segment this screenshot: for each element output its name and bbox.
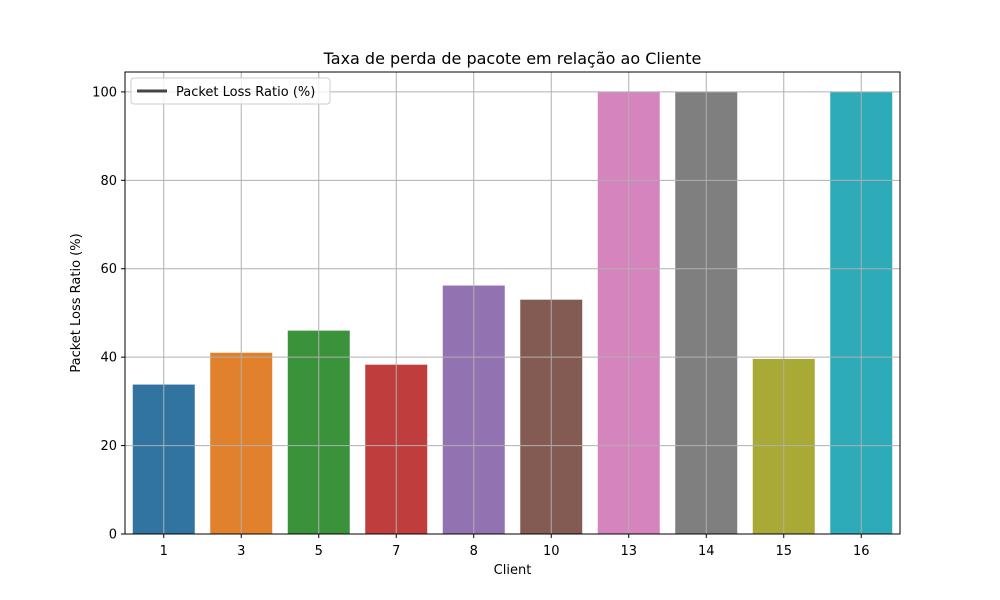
y-tick-label: 0 [109, 528, 117, 543]
x-tick-label: 10 [543, 544, 560, 559]
x-tick-label: 16 [853, 544, 870, 559]
y-tick-label: 100 [92, 85, 117, 100]
bars-layer [132, 91, 893, 534]
grid-front-layer [125, 72, 900, 535]
y-axis-ticks: 0 20 40 60 80 100 [92, 85, 125, 543]
legend: Packet Loss Ratio (%) [130, 77, 331, 105]
x-axis-ticks: 1 3 5 7 8 10 13 14 15 16 [160, 534, 870, 559]
y-tick-label: 20 [100, 439, 117, 454]
x-tick-label: 7 [392, 544, 400, 559]
legend-box [130, 77, 331, 105]
x-tick-label: 3 [237, 544, 245, 559]
x-tick-label: 1 [160, 544, 168, 559]
x-axis-label: Client [494, 563, 532, 578]
x-tick-label: 8 [470, 544, 478, 559]
y-tick-label: 80 [100, 174, 117, 189]
x-tick-label: 13 [620, 544, 637, 559]
legend-label: Packet Loss Ratio (%) [176, 85, 315, 100]
y-tick-label: 60 [100, 262, 117, 277]
y-axis-label: Packet Loss Ratio (%) [69, 233, 84, 372]
x-tick-label: 15 [775, 544, 792, 559]
chart-title: Taxa de perda de pacote em relação ao Cl… [323, 49, 702, 68]
x-tick-label: 14 [698, 544, 715, 559]
y-tick-label: 40 [100, 351, 117, 366]
plot-frame [124, 71, 901, 535]
x-tick-label: 5 [315, 544, 323, 559]
